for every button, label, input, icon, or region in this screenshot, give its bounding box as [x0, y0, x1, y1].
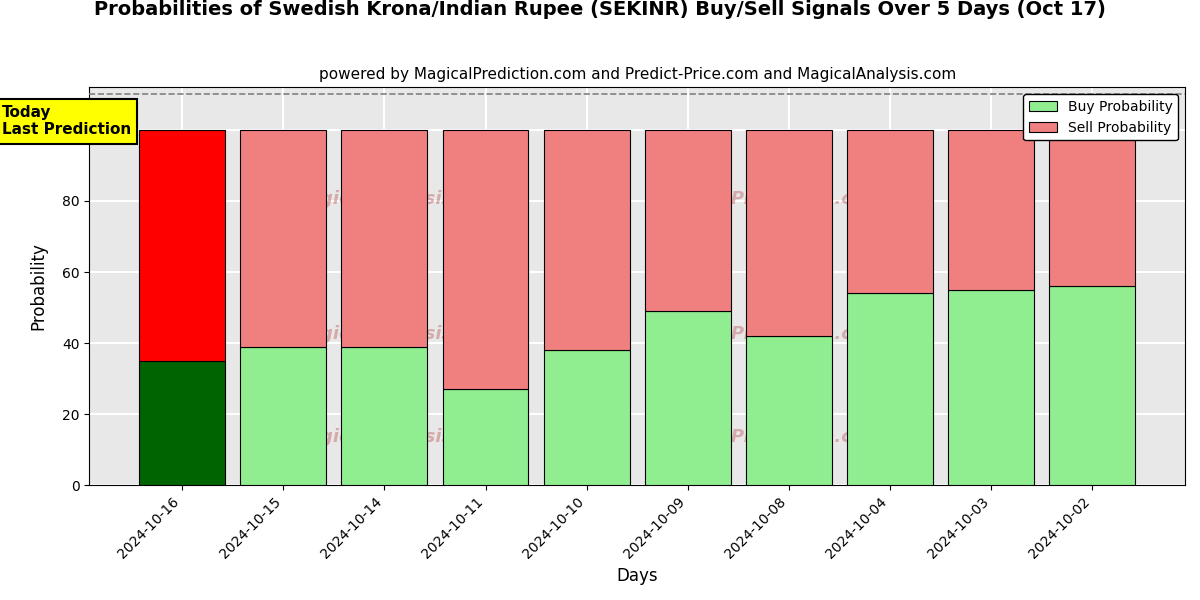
- Bar: [544, 350, 630, 485]
- Text: MagicalPrediction.com: MagicalPrediction.com: [654, 190, 883, 208]
- Bar: [746, 130, 832, 336]
- Bar: [948, 130, 1034, 290]
- X-axis label: Days: Days: [617, 567, 658, 585]
- Text: MagicalPrediction.com: MagicalPrediction.com: [654, 325, 883, 343]
- Bar: [644, 311, 731, 485]
- Bar: [644, 130, 731, 311]
- Bar: [240, 347, 326, 485]
- Text: Today
Last Prediction: Today Last Prediction: [1, 105, 131, 137]
- Y-axis label: Probability: Probability: [30, 242, 48, 330]
- Bar: [948, 290, 1034, 485]
- Bar: [847, 130, 932, 293]
- Bar: [139, 130, 226, 361]
- Title: powered by MagicalPrediction.com and Predict-Price.com and MagicalAnalysis.com: powered by MagicalPrediction.com and Pre…: [318, 67, 956, 82]
- Text: MagicalAnalysis.com: MagicalAnalysis.com: [290, 190, 502, 208]
- Legend: Buy Probability, Sell Probability: Buy Probability, Sell Probability: [1024, 94, 1178, 140]
- Bar: [443, 130, 528, 389]
- Bar: [1049, 286, 1135, 485]
- Text: MagicalAnalysis.com: MagicalAnalysis.com: [290, 325, 502, 343]
- Bar: [847, 293, 932, 485]
- Bar: [443, 389, 528, 485]
- Bar: [544, 130, 630, 350]
- Bar: [1049, 130, 1135, 286]
- Bar: [240, 130, 326, 347]
- Text: MagicalPrediction.com: MagicalPrediction.com: [654, 428, 883, 446]
- Bar: [342, 130, 427, 347]
- Bar: [139, 361, 226, 485]
- Bar: [746, 336, 832, 485]
- Bar: [342, 347, 427, 485]
- Text: MagicalAnalysis.com: MagicalAnalysis.com: [290, 428, 502, 446]
- Text: Probabilities of Swedish Krona/Indian Rupee (SEKINR) Buy/Sell Signals Over 5 Day: Probabilities of Swedish Krona/Indian Ru…: [94, 0, 1106, 19]
